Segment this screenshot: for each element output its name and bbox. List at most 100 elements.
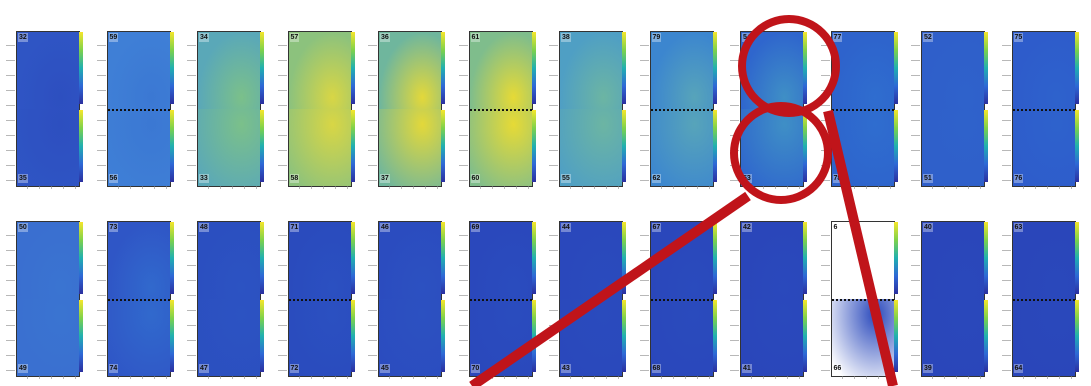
- panel-id-bottom: 64: [1013, 364, 1024, 373]
- detector-panel: 63 64: [1001, 219, 1082, 379]
- color-scale-bar: [622, 110, 626, 182]
- heatmap-top-half: [831, 32, 894, 109]
- y-axis-ticks: [730, 31, 739, 185]
- sensor-divider-line: [1012, 299, 1075, 301]
- color-scale-bar: [260, 300, 264, 372]
- panel-id-bottom: 76: [1013, 174, 1024, 183]
- heatmap-top-half: [198, 32, 260, 109]
- sensor-divider-line: [831, 109, 894, 111]
- heatmap-top-half: [922, 32, 984, 109]
- heatmap-top-half: [1012, 32, 1075, 109]
- color-scale-bar: [622, 32, 626, 104]
- sensor-divider-line: [650, 299, 713, 301]
- heatmap-bottom-half: [469, 109, 532, 186]
- x-axis-ticks: [16, 186, 78, 189]
- panel-id-top: 67: [651, 223, 662, 232]
- y-axis-ticks: [820, 31, 830, 185]
- x-axis-ticks: [197, 376, 259, 379]
- color-scale-bar: [984, 110, 988, 182]
- sensor-divider-line: [288, 299, 351, 301]
- x-axis-ticks: [468, 186, 531, 189]
- x-axis-ticks: [740, 186, 802, 189]
- heatmap-bottom-half: [17, 109, 79, 186]
- y-axis-ticks: [549, 31, 558, 185]
- y-axis-ticks: [820, 221, 830, 375]
- heatmap-plot: [649, 31, 714, 187]
- heatmap-plot: [559, 31, 623, 187]
- detector-panel: 61 60: [458, 29, 539, 189]
- x-axis-ticks: [378, 376, 440, 379]
- panel-id-top: 52: [923, 33, 933, 42]
- heatmap-top-half: [288, 222, 351, 299]
- heatmap-plot: [740, 221, 804, 377]
- heatmap-top-half: [469, 32, 532, 109]
- panel-id-top: 69: [470, 223, 481, 232]
- panel-id-bottom: 47: [199, 364, 209, 373]
- y-axis-ticks: [187, 221, 196, 375]
- panel-id-bottom: 45: [380, 364, 390, 373]
- color-scale-bar: [531, 32, 536, 104]
- heatmap-top-half: [922, 222, 984, 299]
- heatmap-plot: [378, 221, 442, 377]
- heatmap-plot: [468, 221, 533, 377]
- x-axis-ticks: [649, 376, 712, 379]
- panel-id-top: 77: [832, 33, 843, 42]
- heatmap-plot: [740, 31, 804, 187]
- x-axis-ticks: [830, 376, 893, 379]
- heatmap-plot: [1011, 221, 1076, 377]
- color-scale-bar: [984, 32, 988, 104]
- sensor-divider-line: [650, 109, 713, 111]
- panel-id-top: 59: [108, 33, 119, 42]
- color-scale-bar: [803, 110, 807, 182]
- heatmap-top-half: [17, 222, 79, 299]
- x-axis-ticks: [559, 376, 621, 379]
- detector-panel: 59 56: [96, 29, 177, 189]
- color-scale-bar: [169, 110, 174, 182]
- detector-panel: 52 51: [911, 29, 991, 189]
- color-scale-bar: [350, 110, 355, 182]
- panel-id-top: 48: [199, 223, 209, 232]
- x-axis-ticks: [1011, 186, 1074, 189]
- heatmap-plot: [287, 31, 352, 187]
- heatmap-bottom-half: [560, 109, 622, 186]
- color-scale-bar: [169, 222, 174, 294]
- color-scale-bar: [79, 300, 83, 372]
- panel-id-top: 50: [18, 223, 28, 232]
- detector-panel: 69 70: [458, 219, 539, 379]
- heatmap-bottom-half: [379, 109, 441, 186]
- heatmap-plot: [921, 31, 985, 187]
- heatmap-top-half: [198, 222, 260, 299]
- panel-id-bottom: 70: [470, 364, 481, 373]
- color-scale-bar: [441, 222, 445, 294]
- panel-id-top: 63: [1013, 223, 1024, 232]
- heatmap-top-half: [469, 222, 532, 299]
- sensor-divider-line: [469, 299, 532, 301]
- panel-id-bottom: 51: [923, 174, 933, 183]
- heatmap-bottom-half: [17, 299, 79, 376]
- x-axis-ticks: [468, 376, 531, 379]
- y-axis-ticks: [911, 221, 920, 375]
- panel-id-bottom: 74: [108, 364, 119, 373]
- color-scale-bar: [712, 32, 717, 104]
- panel-id-bottom: 49: [18, 364, 28, 373]
- y-axis-ticks: [368, 221, 377, 375]
- heatmap-plot: [106, 221, 171, 377]
- detector-panel: 42 41: [730, 219, 810, 379]
- color-scale-bar: [260, 222, 264, 294]
- color-scale-bar: [169, 300, 174, 372]
- y-axis-ticks: [96, 31, 106, 185]
- color-scale-bar: [79, 110, 83, 182]
- highlight-circle-lower: [730, 102, 832, 204]
- x-axis-ticks: [287, 376, 350, 379]
- pointer-line-right: [823, 109, 898, 386]
- x-axis-ticks: [649, 186, 712, 189]
- color-scale-bar: [1074, 110, 1079, 182]
- color-scale-bar: [260, 110, 264, 182]
- color-scale-bar: [350, 222, 355, 294]
- panel-id-top: 34: [199, 33, 209, 42]
- y-axis-ticks: [911, 31, 920, 185]
- panel-id-top: 73: [108, 223, 119, 232]
- color-scale-bar: [712, 222, 717, 294]
- x-axis-ticks: [287, 186, 350, 189]
- panel-id-bottom: 43: [561, 364, 571, 373]
